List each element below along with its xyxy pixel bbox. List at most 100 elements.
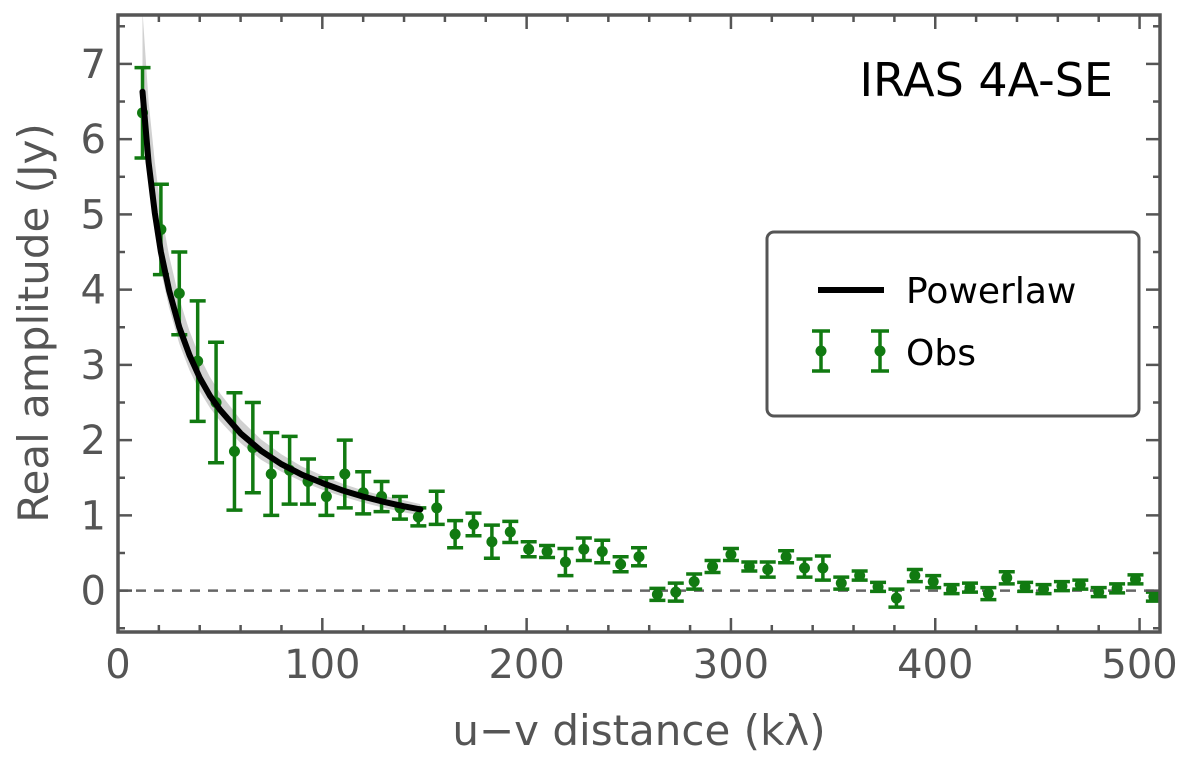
y-tick-label: 0 [81,569,106,615]
x-tick-label: 200 [488,642,564,688]
y-tick-label: 2 [81,418,106,464]
obs-point [722,546,739,563]
obs-marker [872,581,884,593]
obs-point [833,575,850,591]
obs-point [631,545,647,568]
obs-marker [946,583,958,595]
obs-point [428,489,445,527]
confidence-band-layer [142,15,421,516]
obs-marker [1148,591,1160,603]
obs-point [557,546,574,578]
legend-box [765,230,1141,418]
obs-marker [854,570,866,582]
y-tick-label: 6 [81,117,106,163]
obs-point [1017,580,1034,594]
obs-point [1090,585,1107,599]
obs-marker [320,491,332,503]
y-axis-label: Real amplitude (Jy) [9,123,58,523]
obs-marker [835,577,847,589]
obs-marker [265,468,277,480]
obs-marker [633,551,645,563]
obs-point [851,569,868,582]
obs-point [870,580,887,594]
legend-powerlaw-label: Powerlaw [906,271,1076,312]
obs-point [888,587,905,609]
obs-marker [541,545,553,557]
observation-points-layer [134,65,1160,609]
obs-point [502,519,519,545]
obs-point [814,554,831,582]
legend-obs-swatch [812,329,889,373]
obs-point [778,548,795,565]
obs-marker [670,586,682,598]
obs-marker [1074,579,1086,591]
obs-point [741,560,758,573]
obs-point [1127,573,1144,586]
obs-marker [780,551,792,563]
y-tick-label: 3 [81,343,106,389]
x-tick-label: 400 [897,642,973,688]
x-tick-label: 0 [105,642,130,688]
obs-marker [339,468,351,480]
obs-point [612,555,629,574]
obs-marker [964,582,976,594]
obs-marker [578,543,590,555]
legend: Powerlaw Obs [765,230,1141,418]
x-tick-label: 300 [693,642,769,688]
obs-marker [1019,581,1031,593]
obs-marker [559,556,571,568]
powerlaw-confidence-band [142,15,421,516]
obs-point [980,585,997,602]
obs-point [796,557,813,579]
obs-marker [596,545,608,557]
obs-marker [707,561,719,573]
y-tick-label: 5 [81,192,106,238]
powerlaw-line-layer [139,88,424,513]
y-tick-label: 4 [81,268,106,314]
obs-point [226,390,243,512]
obs-marker [1111,582,1123,594]
obs-point [906,567,923,584]
obs-point [189,299,206,424]
obs-marker [1129,573,1141,585]
obs-marker [688,576,700,588]
obs-marker [468,518,480,530]
obs-point [704,558,721,575]
x-tick-label: 500 [1101,642,1177,688]
obs-point [943,582,960,596]
obs-marker [486,536,498,548]
obs-marker [1056,580,1068,592]
obs-point [520,539,537,559]
obs-marker [431,502,443,514]
obs-marker [817,562,829,574]
axes-layer: 0 100 200 300 400 500 0 1 2 3 4 5 6 7 [81,13,1178,688]
obs-marker [1038,583,1050,595]
y-tick-label: 1 [81,493,106,539]
obs-point [465,511,482,538]
obs-marker [927,576,939,588]
obs-marker [228,445,240,457]
obs-point [686,572,703,591]
obs-point [1072,578,1089,591]
legend-obs-label: Obs [906,333,976,374]
obs-marker [173,287,185,299]
obs-marker [798,562,810,574]
obs-marker [982,588,994,600]
obs-point [1109,582,1126,595]
obs-point [759,560,776,579]
obs-point [649,586,666,603]
chart-title: IRAS 4A-SE [859,53,1113,107]
obs-marker [743,561,755,573]
obs-point [961,581,978,594]
obs-marker [504,526,516,538]
x-axis-label: u−v distance (kλ) [452,706,825,755]
obs-marker [909,570,921,582]
obs-point [539,543,556,560]
obs-point [594,538,611,565]
obs-point [263,430,280,518]
obs-marker [725,548,737,560]
obs-marker [890,592,902,604]
obs-point [1035,582,1052,596]
obs-point [925,573,942,590]
y-tick-label: 7 [81,42,106,88]
